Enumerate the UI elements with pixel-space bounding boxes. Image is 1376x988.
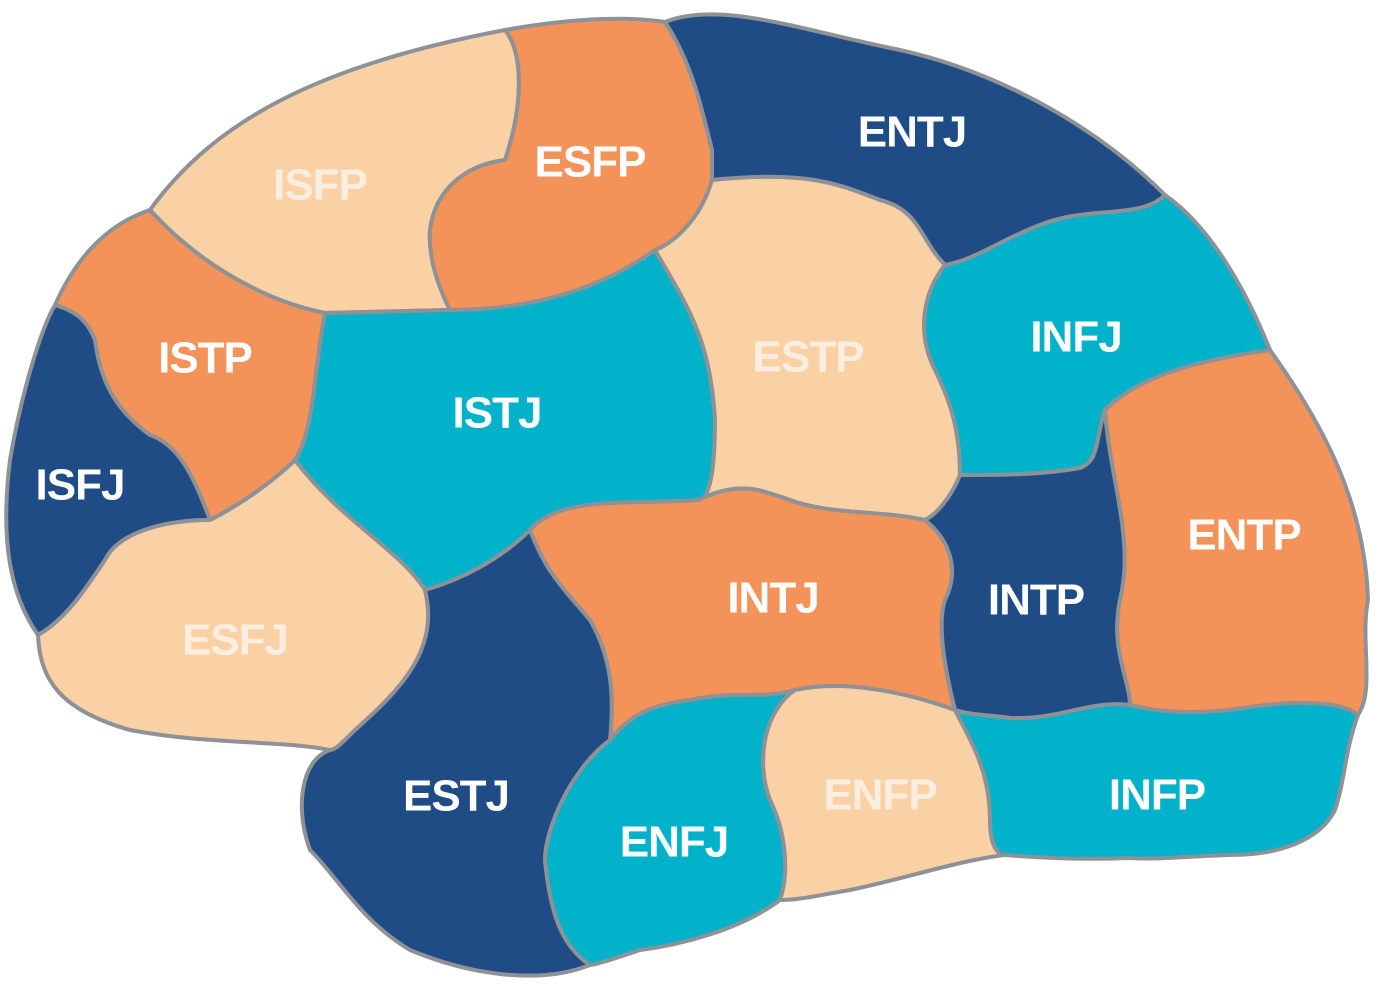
region-labels: ISFP ESFP ENTJ ISTP ISTJ ESTP INFJ ISFJ … [36, 108, 1302, 867]
label-infj: INFJ [1030, 313, 1121, 362]
label-intj: INTJ [727, 574, 818, 623]
label-isfp: ISFP [273, 161, 367, 210]
label-enfp: ENFP [823, 771, 936, 820]
label-entj: ENTJ [858, 108, 966, 157]
region-infp [953, 701, 1360, 861]
label-esfp: ESFP [535, 138, 646, 187]
label-entp: ENTP [1187, 511, 1300, 560]
label-estj: ESTJ [403, 772, 509, 821]
label-isfj: ISFJ [36, 461, 125, 510]
label-enfj: ENFJ [620, 818, 728, 867]
label-esfj: ESFJ [182, 616, 288, 665]
label-intp: INTP [988, 576, 1084, 625]
label-infp: INFP [1109, 771, 1205, 820]
label-istp: ISTP [158, 334, 252, 383]
label-estp: ESTP [753, 333, 864, 382]
label-istj: ISTJ [453, 389, 542, 438]
